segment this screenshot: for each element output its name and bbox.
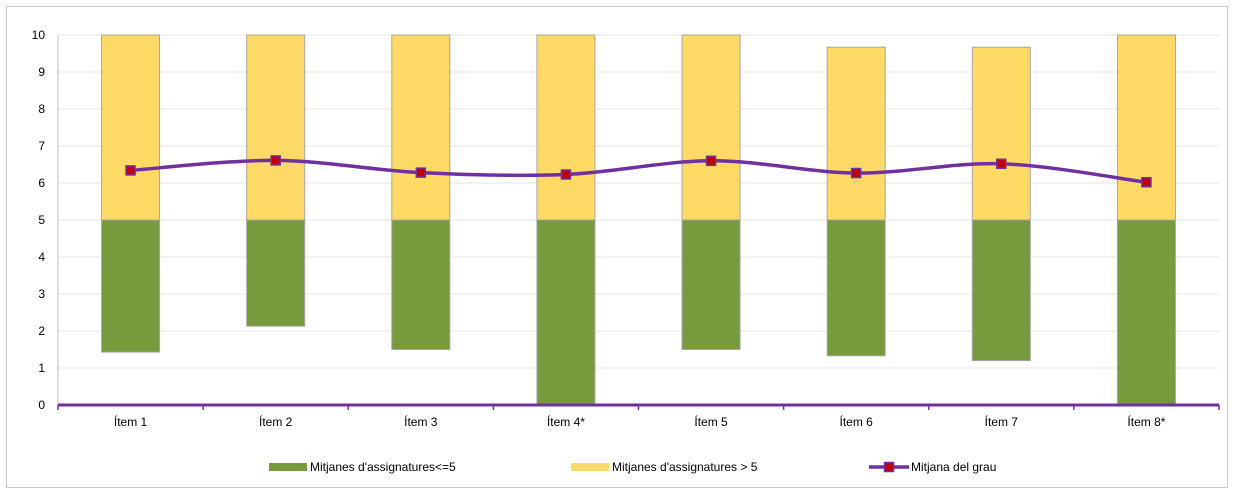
- average-point-5: [705, 155, 717, 167]
- bar-low-5: [681, 219, 741, 350]
- bar-high-4: [536, 34, 596, 221]
- x-tick-labels: Ítem 1 Ítem 2 Ítem 3 Ítem 4* Ítem 5 Ítem 6 Íte…: [114, 414, 1166, 429]
- average-point-7: [996, 158, 1007, 170]
- legend-label: Mitjana del grau: [911, 460, 996, 474]
- bar-low-3: [391, 219, 451, 350]
- bar-low-6: [826, 219, 886, 357]
- average-point-6: [850, 167, 862, 179]
- x-tick-label: Ítem 5: [694, 414, 728, 429]
- x-tick-label: Ítem 4*: [547, 414, 585, 429]
- y-tick-labels: 0 1 2 3 4 5 6 7 8 9 10: [32, 28, 46, 412]
- bar-high-6: [826, 46, 886, 221]
- bar-high-2: [246, 34, 306, 221]
- axes: [57, 35, 1220, 410]
- x-tick-label: Ítem 6: [840, 414, 874, 429]
- legend-marker-swatch: [883, 461, 895, 473]
- average-line-path: [130, 158, 1147, 184]
- x-tick-label: Ítem 2: [259, 414, 293, 429]
- y-tick-label: 10: [32, 28, 46, 42]
- average-line: [125, 155, 1152, 188]
- bar-low-2: [246, 219, 306, 327]
- bar-high-5: [681, 34, 741, 221]
- bar-high-7: [971, 46, 1031, 221]
- average-point-2: [270, 155, 281, 166]
- legend: Mitjanes d'assignatures<=5 Mitjanes d'ass…: [269, 460, 996, 474]
- legend-swatch: [269, 463, 307, 471]
- y-tick-label: 1: [38, 361, 45, 375]
- bar-high-3: [391, 34, 451, 221]
- y-tick-label: 4: [38, 250, 45, 264]
- average-point-4: [560, 169, 572, 180]
- average-point-1: [125, 165, 136, 176]
- x-tick-label: Ítem 7: [985, 414, 1019, 429]
- bar-high-8: [1116, 34, 1176, 221]
- y-tick-label: 3: [38, 287, 45, 301]
- chart-frame: 0 1 2 3 4 5 6 7 8 9 10 Ítem 1 Ítem 2 Ítem 3 Ítem 4* Ít…: [6, 6, 1228, 488]
- bar-high-1: [101, 34, 161, 221]
- y-tick-label: 5: [38, 213, 45, 227]
- x-tick-label: Ítem 8*: [1127, 414, 1165, 429]
- bar-low-8: [1116, 219, 1176, 406]
- x-tick-label: Ítem 3: [404, 414, 438, 429]
- legend-label: Mitjanes d'assignatures > 5: [612, 460, 758, 474]
- y-tick-label: 2: [38, 324, 45, 338]
- bar-low-4: [536, 219, 596, 406]
- y-tick-label: 7: [38, 139, 45, 153]
- legend-label: Mitjanes d'assignatures<=5: [310, 460, 456, 474]
- bar-low-7: [971, 219, 1031, 362]
- bars: [101, 34, 1176, 406]
- legend-swatch: [571, 463, 609, 471]
- y-tick-label: 0: [38, 398, 45, 412]
- bar-low-1: [101, 219, 161, 353]
- average-point-3: [415, 167, 427, 178]
- x-tick-label: Ítem 1: [114, 414, 148, 429]
- y-tick-label: 6: [38, 176, 45, 190]
- gridlines: [58, 34, 1219, 369]
- y-tick-label: 9: [38, 65, 45, 79]
- average-point-8: [1141, 177, 1152, 188]
- y-tick-label: 8: [38, 102, 45, 116]
